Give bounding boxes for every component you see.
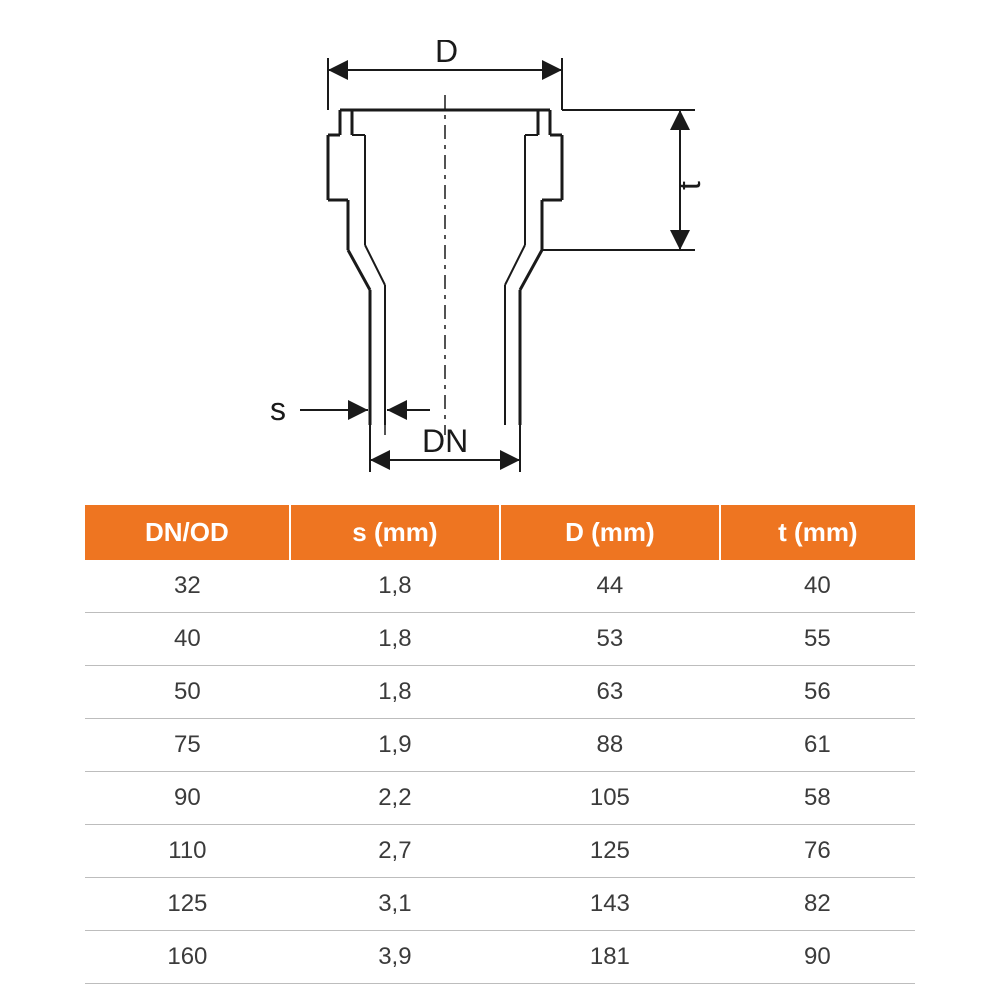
table-cell: 90 [85, 772, 290, 825]
col-d: D (mm) [500, 505, 720, 560]
label-s: s [270, 391, 286, 427]
col-t: t (mm) [720, 505, 915, 560]
table-cell: 1,8 [290, 560, 500, 613]
table-cell: 50 [85, 666, 290, 719]
table-cell: 88 [500, 719, 720, 772]
col-dn-od: DN/OD [85, 505, 290, 560]
table-cell: 143 [500, 878, 720, 931]
table-cell: 110 [85, 825, 290, 878]
table-cell: 105 [500, 772, 720, 825]
table-cell: 2,2 [290, 772, 500, 825]
table-cell: 61 [720, 719, 915, 772]
table-cell: 1,9 [290, 719, 500, 772]
label-dn: DN [422, 423, 468, 459]
table-cell: 76 [720, 825, 915, 878]
table-header-row: DN/OD s (mm) D (mm) t (mm) [85, 505, 915, 560]
table-cell: 3,1 [290, 878, 500, 931]
table-cell: 181 [500, 931, 720, 984]
table-cell: 40 [85, 613, 290, 666]
table-cell: 56 [720, 666, 915, 719]
table-row: 1253,114382 [85, 878, 915, 931]
label-d: D [435, 40, 458, 69]
table-cell: 32 [85, 560, 290, 613]
dimensions-table: DN/OD s (mm) D (mm) t (mm) 321,84440401,… [85, 505, 915, 984]
table-cell: 160 [85, 931, 290, 984]
table-row: 902,210558 [85, 772, 915, 825]
table-row: 1102,712576 [85, 825, 915, 878]
table-cell: 58 [720, 772, 915, 825]
table-row: 1603,918190 [85, 931, 915, 984]
table-row: 751,98861 [85, 719, 915, 772]
table-cell: 2,7 [290, 825, 500, 878]
col-s: s (mm) [290, 505, 500, 560]
table-cell: 125 [500, 825, 720, 878]
table-cell: 53 [500, 613, 720, 666]
table-cell: 125 [85, 878, 290, 931]
table-row: 401,85355 [85, 613, 915, 666]
table-cell: 40 [720, 560, 915, 613]
table-cell: 63 [500, 666, 720, 719]
label-t: t [671, 181, 707, 190]
table-cell: 55 [720, 613, 915, 666]
pipe-diagram: D t s DN [170, 40, 830, 480]
table-cell: 90 [720, 931, 915, 984]
table-cell: 1,8 [290, 666, 500, 719]
table-cell: 44 [500, 560, 720, 613]
table-cell: 3,9 [290, 931, 500, 984]
table-row: 321,84440 [85, 560, 915, 613]
table-row: 501,86356 [85, 666, 915, 719]
table-cell: 75 [85, 719, 290, 772]
table-cell: 1,8 [290, 613, 500, 666]
table-cell: 82 [720, 878, 915, 931]
